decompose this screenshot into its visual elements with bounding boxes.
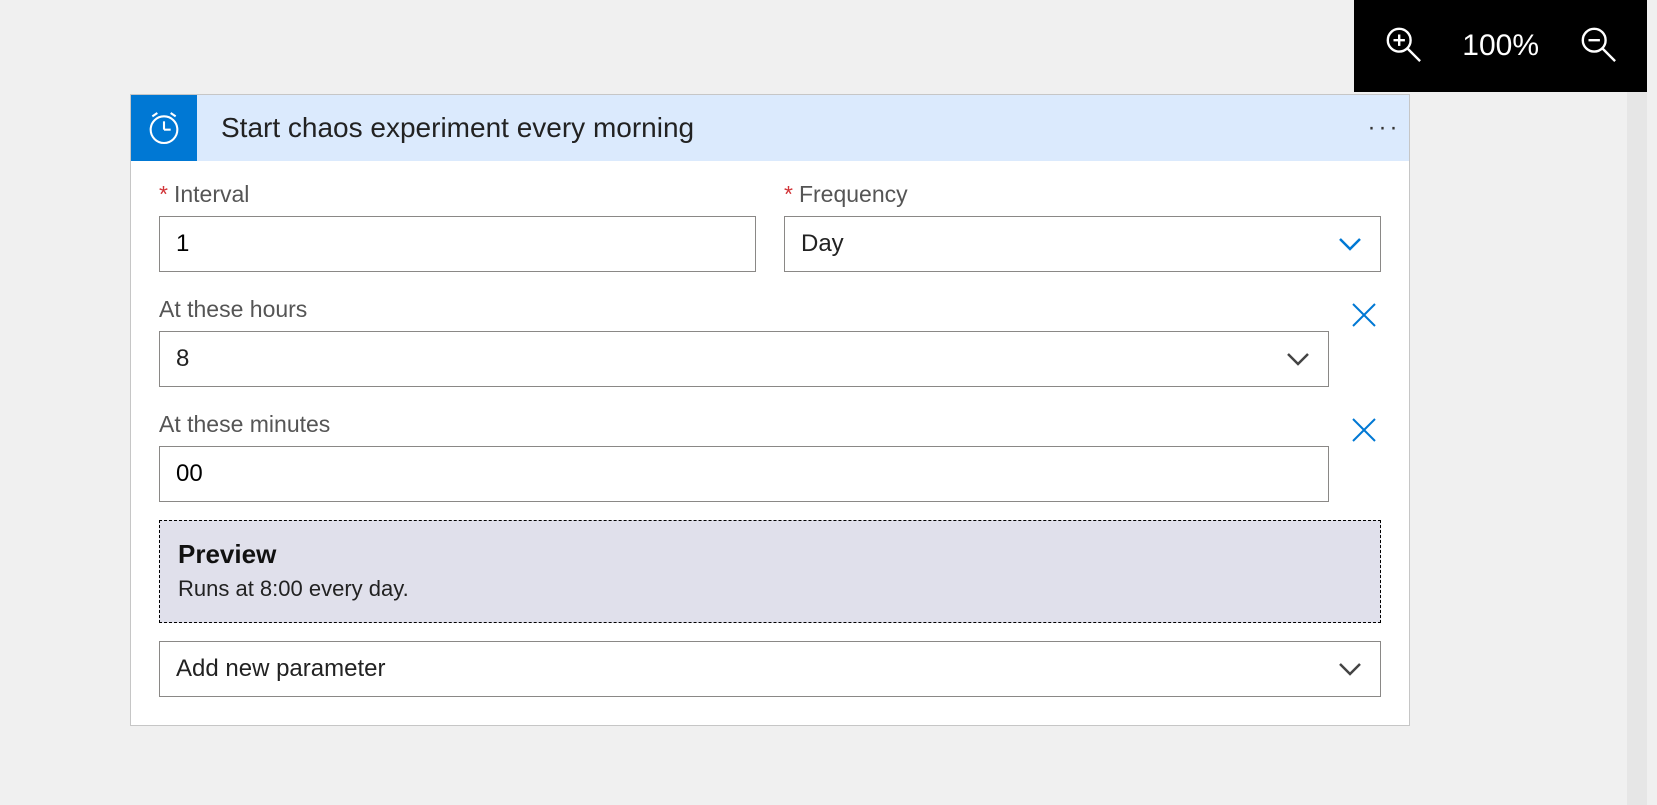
close-icon	[1349, 300, 1379, 330]
chevron-down-icon	[1336, 655, 1364, 683]
zoom-out-button[interactable]	[1579, 25, 1617, 68]
frequency-label: *Frequency	[784, 181, 1381, 208]
recurrence-card: Start chaos experiment every morning ···…	[130, 94, 1410, 726]
at-hours-row: At these hours 8	[159, 296, 1381, 387]
required-indicator: *	[159, 181, 168, 207]
at-hours-value: 8	[176, 345, 1284, 373]
chevron-down-icon	[1284, 345, 1312, 373]
interval-label-text: Interval	[174, 181, 249, 207]
card-icon-box	[131, 95, 197, 161]
required-indicator: *	[784, 181, 793, 207]
zoom-in-icon	[1384, 25, 1422, 63]
card-header[interactable]: Start chaos experiment every morning ···	[131, 95, 1409, 161]
zoom-toolbar: 100%	[1354, 0, 1647, 92]
zoom-level-label: 100%	[1462, 29, 1539, 63]
scrollbar[interactable]	[1627, 92, 1647, 805]
at-hours-select[interactable]: 8	[159, 331, 1329, 387]
remove-at-minutes-button[interactable]	[1347, 402, 1381, 458]
frequency-field: *Frequency Day	[784, 181, 1381, 272]
card-more-button[interactable]: ···	[1359, 114, 1409, 142]
at-hours-label: At these hours	[159, 296, 1329, 323]
frequency-select[interactable]: Day	[784, 216, 1381, 272]
frequency-value: Day	[801, 230, 1336, 258]
zoom-in-button[interactable]	[1384, 25, 1422, 68]
card-body: *Interval *Frequency Day At these hours	[131, 161, 1409, 725]
at-minutes-input[interactable]	[176, 447, 1312, 501]
add-parameter-select[interactable]: Add new parameter	[159, 641, 1381, 697]
interval-label: *Interval	[159, 181, 756, 208]
frequency-label-text: Frequency	[799, 181, 908, 207]
ellipsis-icon: ···	[1368, 114, 1401, 141]
zoom-out-icon	[1579, 25, 1617, 63]
chevron-down-icon	[1336, 230, 1364, 258]
preview-title: Preview	[178, 539, 1362, 570]
card-title: Start chaos experiment every morning	[197, 112, 1359, 144]
close-icon	[1349, 415, 1379, 445]
interval-frequency-row: *Interval *Frequency Day	[159, 181, 1381, 272]
at-minutes-row: At these minutes	[159, 411, 1381, 502]
preview-text: Runs at 8:00 every day.	[178, 576, 1362, 602]
preview-box: Preview Runs at 8:00 every day.	[159, 520, 1381, 623]
at-minutes-label: At these minutes	[159, 411, 1329, 438]
interval-input[interactable]	[176, 217, 739, 271]
interval-field: *Interval	[159, 181, 756, 272]
add-parameter-label: Add new parameter	[176, 655, 1336, 683]
interval-input-wrapper	[159, 216, 756, 272]
remove-at-hours-button[interactable]	[1347, 287, 1381, 343]
at-minutes-input-wrapper	[159, 446, 1329, 502]
alarm-clock-icon	[144, 108, 184, 148]
